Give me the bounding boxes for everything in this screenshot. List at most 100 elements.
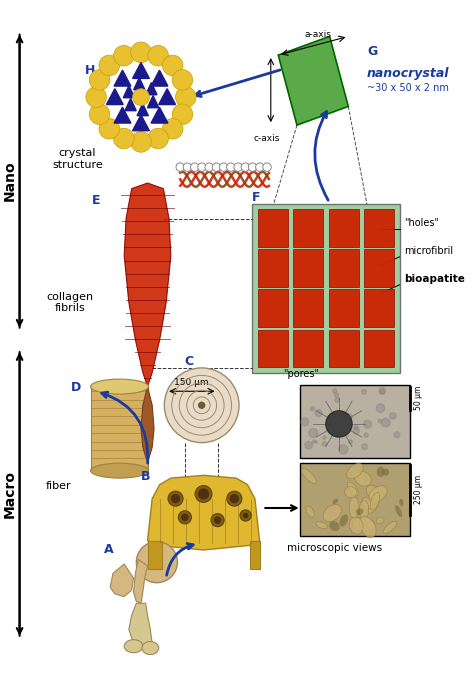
Text: ~30 x 50 x 2 nm: ~30 x 50 x 2 nm [367, 83, 449, 93]
Ellipse shape [377, 466, 384, 477]
Circle shape [181, 514, 189, 521]
Circle shape [240, 510, 251, 521]
Text: Macro: Macro [3, 470, 17, 518]
Ellipse shape [368, 504, 377, 513]
Ellipse shape [383, 521, 397, 533]
Polygon shape [134, 559, 147, 603]
Circle shape [310, 407, 315, 411]
Circle shape [219, 163, 228, 171]
Text: 250 μm: 250 μm [414, 475, 423, 504]
Polygon shape [125, 99, 136, 110]
Circle shape [323, 436, 326, 439]
Circle shape [305, 441, 312, 449]
Circle shape [354, 425, 358, 429]
Circle shape [263, 163, 271, 171]
Text: A: A [104, 543, 113, 556]
Circle shape [378, 419, 382, 423]
Text: Nano: Nano [3, 161, 17, 202]
Polygon shape [278, 37, 348, 125]
Circle shape [205, 163, 213, 171]
Bar [364, 330, 394, 367]
Text: crystal
structure: crystal structure [52, 148, 103, 170]
Circle shape [227, 163, 235, 171]
Circle shape [335, 393, 338, 397]
Polygon shape [133, 62, 149, 79]
Circle shape [334, 428, 338, 432]
Ellipse shape [382, 468, 389, 476]
Ellipse shape [376, 517, 384, 523]
Bar [250, 541, 260, 569]
Ellipse shape [356, 508, 364, 515]
Circle shape [243, 512, 248, 519]
Circle shape [86, 87, 107, 108]
Circle shape [380, 389, 385, 395]
Circle shape [198, 401, 205, 409]
Circle shape [148, 128, 168, 149]
Text: a-axis: a-axis [304, 30, 331, 39]
Circle shape [137, 542, 177, 583]
Bar [258, 249, 288, 286]
Text: G: G [367, 45, 377, 58]
Circle shape [376, 404, 385, 412]
Circle shape [131, 42, 151, 62]
Text: "pores": "pores" [283, 369, 319, 379]
Ellipse shape [142, 642, 159, 655]
Circle shape [390, 413, 396, 419]
Ellipse shape [339, 515, 348, 527]
Polygon shape [123, 85, 135, 97]
Circle shape [364, 420, 372, 428]
Circle shape [346, 414, 352, 420]
Ellipse shape [329, 521, 340, 531]
Bar [258, 209, 288, 246]
Ellipse shape [399, 499, 403, 506]
Circle shape [353, 427, 359, 434]
Polygon shape [133, 115, 149, 131]
Circle shape [309, 429, 318, 437]
Bar [328, 249, 358, 286]
Circle shape [211, 514, 224, 527]
Circle shape [381, 418, 390, 427]
Ellipse shape [366, 485, 381, 499]
Circle shape [248, 163, 257, 171]
Ellipse shape [301, 468, 317, 483]
Bar [328, 209, 358, 246]
Circle shape [212, 163, 220, 171]
Bar [91, 387, 148, 471]
Polygon shape [146, 83, 157, 95]
Ellipse shape [355, 471, 371, 486]
Circle shape [195, 485, 212, 502]
Polygon shape [114, 70, 131, 86]
Bar [147, 541, 162, 569]
Circle shape [326, 411, 352, 437]
Circle shape [333, 389, 337, 393]
Bar [293, 290, 323, 327]
Circle shape [362, 390, 366, 394]
Circle shape [163, 118, 183, 139]
Circle shape [234, 163, 242, 171]
Circle shape [198, 163, 206, 171]
Ellipse shape [346, 463, 363, 479]
Bar [258, 330, 288, 367]
Circle shape [315, 410, 322, 416]
Ellipse shape [323, 504, 341, 522]
Circle shape [131, 131, 151, 152]
Circle shape [89, 104, 110, 125]
Text: microfibril: microfibril [404, 246, 454, 256]
Text: C: C [185, 355, 194, 368]
Text: "holes": "holes" [404, 218, 439, 228]
Polygon shape [137, 104, 148, 116]
Circle shape [315, 441, 317, 443]
Polygon shape [151, 70, 168, 86]
Bar [300, 385, 410, 458]
Text: microscopic views: microscopic views [287, 544, 382, 554]
Bar [328, 290, 358, 327]
Bar [328, 330, 358, 367]
Polygon shape [147, 95, 159, 108]
Circle shape [99, 118, 119, 139]
Circle shape [338, 445, 348, 454]
Circle shape [322, 441, 327, 446]
Text: F: F [252, 191, 261, 204]
Circle shape [312, 440, 315, 443]
Circle shape [379, 387, 385, 394]
Bar [300, 463, 410, 536]
